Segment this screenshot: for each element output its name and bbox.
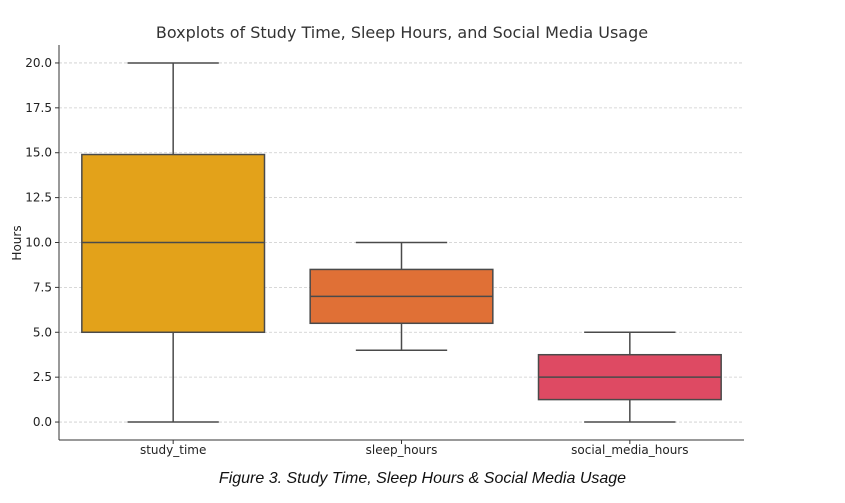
y-tick-label: 2.5 — [33, 370, 52, 384]
y-tick-label: 5.0 — [33, 325, 52, 339]
chart-title: Boxplots of Study Time, Sleep Hours, and… — [156, 23, 648, 42]
y-tick-label: 15.0 — [25, 146, 52, 160]
x-tick-label: study_time — [140, 443, 206, 457]
boxes-group — [81, 62, 722, 423]
x-tick-labels: study_time sleep_hours social_media_hours — [140, 440, 688, 457]
y-tick-label: 7.5 — [33, 280, 52, 294]
y-tick-label: 17.5 — [25, 101, 52, 115]
figure-caption: Figure 3. Study Time, Sleep Hours & Soci… — [218, 470, 627, 487]
y-tick-labels: 0.0 2.5 5.0 7.5 10.0 12.5 15.0 17.5 20.0 — [25, 56, 59, 429]
y-tick-label: 20.0 — [25, 56, 52, 70]
box-sleep_hours — [309, 241, 494, 351]
x-tick-label: sleep_hours — [366, 443, 438, 457]
box-social_media_hours — [537, 331, 722, 423]
x-tick-label: social_media_hours — [571, 443, 688, 457]
y-tick-label: 10.0 — [25, 236, 52, 250]
box-study_time — [81, 62, 266, 423]
iqr-box — [81, 153, 266, 334]
boxplot-chart: Boxplots of Study Time, Sleep Hours, and… — [10, 23, 744, 457]
y-tick-label: 12.5 — [25, 191, 52, 205]
y-axis-label: Hours — [10, 225, 24, 260]
y-tick-label: 0.0 — [33, 415, 52, 429]
